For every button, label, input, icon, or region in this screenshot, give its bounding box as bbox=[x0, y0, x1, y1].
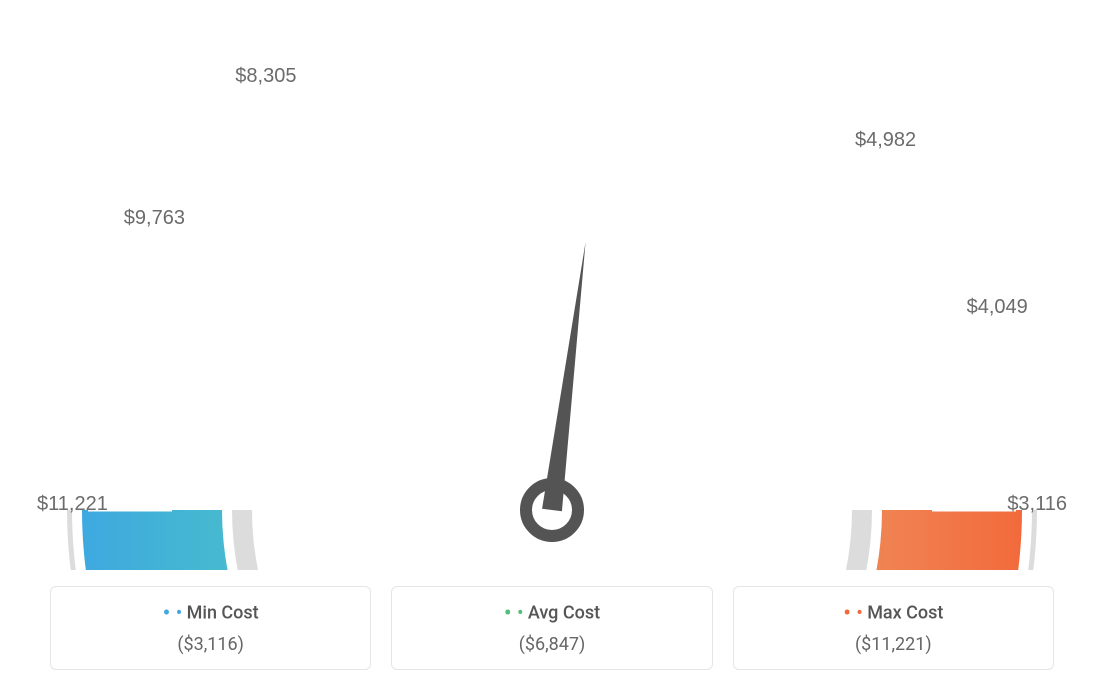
gauge-tick bbox=[897, 252, 938, 279]
gauge-tick-label: $9,763 bbox=[124, 207, 185, 229]
gauge-tick bbox=[294, 124, 341, 194]
gauge-tick bbox=[959, 419, 1007, 429]
legend-row: • Min Cost ($3,116) • Avg Cost ($6,847) … bbox=[50, 586, 1054, 670]
gauge-tick-label: $4,982 bbox=[855, 129, 916, 151]
gauge-tick bbox=[97, 419, 179, 435]
cost-gauge-chart: $3,116$4,049$4,982$6,847$8,305$9,763$11,… bbox=[0, 0, 1104, 690]
gauge-needle bbox=[542, 242, 585, 511]
legend-min-label: • Min Cost bbox=[51, 601, 370, 626]
gauge-tick bbox=[783, 124, 810, 165]
gauge-tick bbox=[697, 81, 729, 159]
gauge-tick-label: $3,116 bbox=[1007, 493, 1067, 515]
legend-card-min: • Min Cost ($3,116) bbox=[50, 586, 371, 670]
legend-min-value: ($3,116) bbox=[51, 634, 370, 655]
gauge-tick-label: $11,221 bbox=[37, 493, 108, 515]
gauge-tick-label: $8,305 bbox=[235, 65, 296, 87]
gauge-tick bbox=[633, 55, 643, 103]
gauge-tick bbox=[461, 55, 471, 103]
gauge-tick bbox=[123, 332, 201, 364]
legend-max-label: • Max Cost bbox=[734, 601, 1053, 626]
gauge-svg: $3,116$4,049$4,982$6,847$8,305$9,763$11,… bbox=[0, 0, 1104, 570]
legend-max-value: ($11,221) bbox=[734, 634, 1053, 655]
legend-card-avg: • Avg Cost ($6,847) bbox=[391, 586, 712, 670]
gauge-tick bbox=[821, 182, 880, 241]
gauge-tick bbox=[374, 81, 406, 159]
gauge-tick bbox=[903, 332, 981, 364]
legend-card-max: • Max Cost ($11,221) bbox=[733, 586, 1054, 670]
gauge-tick bbox=[224, 182, 283, 241]
legend-avg-label: • Avg Cost bbox=[392, 601, 711, 626]
gauge-tick bbox=[166, 252, 236, 299]
gauge-area: $3,116$4,049$4,982$6,847$8,305$9,763$11,… bbox=[0, 0, 1104, 570]
legend-avg-value: ($6,847) bbox=[392, 634, 711, 655]
gauge-tick-label: $4,049 bbox=[967, 296, 1028, 318]
